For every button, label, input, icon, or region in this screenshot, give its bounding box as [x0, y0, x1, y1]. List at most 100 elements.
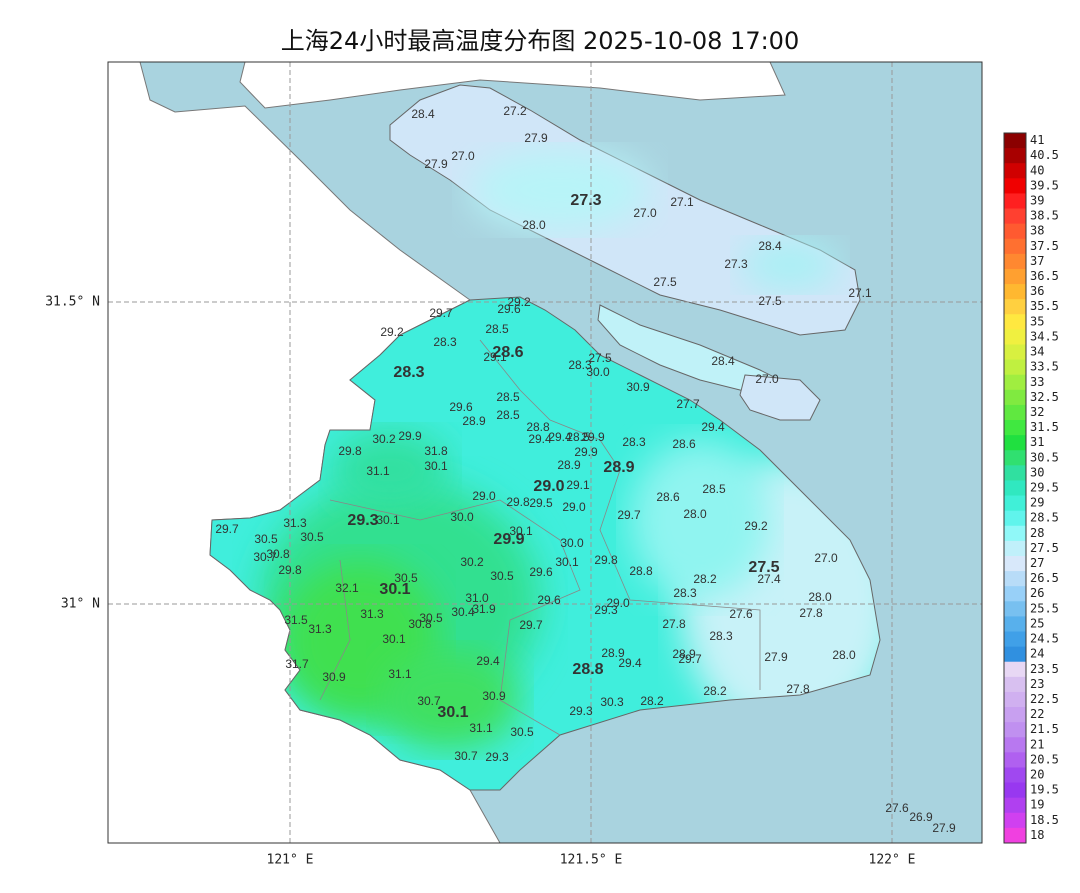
graticule	[108, 62, 982, 843]
colorbar-swatch	[1004, 344, 1026, 361]
colorbar-swatch	[1004, 586, 1026, 602]
station-value: 27.7	[676, 397, 700, 411]
colorbar-swatch	[1004, 555, 1026, 572]
station-value: 31.5	[284, 613, 308, 627]
colorbar-swatch	[1004, 450, 1026, 466]
lon-label: 121.5° E	[560, 853, 623, 868]
colorbar-label: 39.5	[1030, 178, 1059, 192]
station-value: 28.4	[758, 239, 782, 253]
station-value: 30.8	[408, 617, 432, 631]
station-value: 27.8	[786, 682, 810, 696]
colorbar-swatch	[1004, 359, 1026, 376]
colorbar-swatch	[1004, 268, 1026, 285]
station-value: 30.0	[586, 365, 610, 379]
colorbar-label: 34.5	[1030, 329, 1059, 343]
station-value: 28.8	[629, 564, 653, 578]
station-value: 28.5	[566, 430, 590, 444]
colorbar-label: 31	[1030, 435, 1044, 449]
colorbar-label: 41	[1030, 133, 1044, 147]
colorbar-frame	[1003, 132, 1027, 844]
colorbar-label: 18	[1030, 828, 1044, 842]
station-value: 27.1	[670, 195, 694, 209]
station-value: 27.0	[451, 149, 475, 163]
colorbar-swatch	[1004, 676, 1026, 693]
station-value: 27.5	[653, 275, 677, 289]
station-value: 30.8	[266, 547, 290, 561]
station-value: 28.9	[601, 646, 625, 660]
colorbar-label: 31.5	[1030, 420, 1059, 434]
station-value: 29.0	[606, 596, 630, 610]
colorbar-label: 30.5	[1030, 450, 1059, 464]
colorbar-label: 28	[1030, 526, 1044, 540]
colorbar-swatch	[1004, 827, 1026, 844]
station-value: 29.3	[594, 603, 618, 617]
station-value: 28.3	[622, 435, 646, 449]
colorbar-label: 36.5	[1030, 269, 1059, 283]
station-value: 28.5	[496, 390, 520, 404]
station-value: 31.8	[424, 444, 448, 458]
station-value: 27.5	[588, 351, 612, 365]
colorbar-swatch	[1004, 782, 1026, 799]
station-value: 28.3	[568, 358, 592, 372]
station-value: 30.7	[253, 550, 277, 564]
station-value: 30.7	[454, 749, 478, 763]
map-frame	[107, 61, 983, 844]
colorbar-label: 30	[1030, 465, 1044, 479]
station-value: 30.5	[419, 611, 443, 625]
colorbar-swatch	[1004, 299, 1026, 315]
colorbar-swatch	[1004, 374, 1026, 391]
land-north	[239, 62, 786, 109]
colorbar-swatch	[1004, 253, 1026, 270]
colorbar-swatch	[1004, 661, 1026, 678]
station-value: 29.2	[380, 325, 404, 339]
colorbar-swatch	[1004, 812, 1026, 829]
station-value: 29.7	[519, 618, 543, 632]
colorbar-label: 25.5	[1030, 601, 1059, 615]
station-value: 27.9	[424, 157, 448, 171]
station-value: 29.2	[507, 295, 531, 309]
colorbar-swatch	[1004, 646, 1026, 663]
colorbar-swatch	[1004, 193, 1026, 210]
colorbar-swatch	[1004, 616, 1026, 633]
station-value: 29.0	[472, 489, 496, 503]
station-value: 27.9	[524, 131, 548, 145]
station-value: 31.3	[360, 607, 384, 621]
colorbar-swatch	[1004, 510, 1026, 527]
station-value: 30.9	[482, 689, 506, 703]
station-value: 29.1	[483, 350, 507, 364]
station-value: 30.1	[555, 555, 579, 569]
colorbar-swatch	[1004, 631, 1026, 648]
station-value: 30.5	[510, 725, 534, 739]
colorbar-label: 33	[1030, 375, 1044, 389]
station-value: 28.2	[703, 684, 727, 698]
station-value: 30.3	[600, 695, 624, 709]
colorbar-swatch	[1004, 329, 1026, 345]
shade	[470, 150, 650, 230]
station-value: 30.5	[394, 571, 418, 585]
colorbar-label: 34	[1030, 345, 1044, 359]
station-value: 29.7	[678, 652, 702, 666]
colorbar-label: 32	[1030, 405, 1044, 419]
station-value: 30.1	[509, 524, 533, 538]
station-value: 28.5	[702, 482, 726, 496]
colorbar-swatch	[1004, 163, 1026, 179]
station-value: 32.1	[335, 581, 359, 595]
colorbar-swatch	[1004, 223, 1026, 240]
station-value: 30.1	[376, 513, 400, 527]
station-value: 29.9	[574, 445, 598, 459]
district-value: 30.1	[437, 704, 468, 721]
colorbar-swatch	[1004, 571, 1026, 587]
station-value: 30.4	[451, 605, 475, 619]
district-value: 27.5	[748, 559, 779, 576]
station-value: 29.7	[617, 508, 641, 522]
district-value: 27.3	[570, 192, 601, 209]
colorbar-label: 32.5	[1030, 390, 1059, 404]
station-value: 29.1	[566, 478, 590, 492]
station-value: 30.5	[490, 569, 514, 583]
station-value: 29.7	[429, 306, 453, 320]
colorbar-label: 35.5	[1030, 299, 1059, 313]
station-value: 28.4	[711, 354, 735, 368]
colorbar-label: 36	[1030, 284, 1044, 298]
station-value: 29.6	[497, 302, 521, 316]
